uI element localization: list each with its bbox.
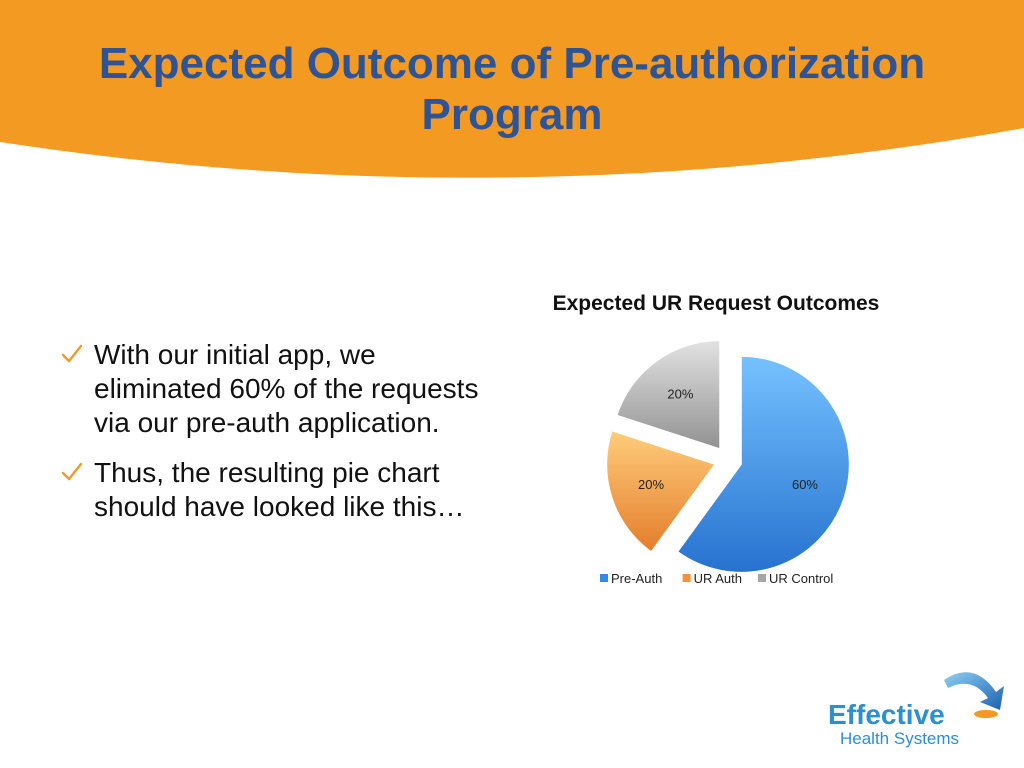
- header-banner: [0, 0, 1024, 178]
- legend-swatch: [600, 574, 608, 582]
- title-line-1: Expected Outcome of Pre-authorization: [98, 39, 926, 88]
- pie-slice-ur-control: [616, 340, 721, 450]
- bullet-item: Thus, the resulting pie chart should hav…: [60, 456, 500, 524]
- company-logo: Effective Health Systems: [828, 672, 1004, 748]
- pie-slices: [606, 340, 850, 573]
- pie-slice-pre-auth: [677, 355, 850, 573]
- pie-data-labels: 60% 20% 20%: [638, 387, 818, 493]
- slide-title: Expected Outcome of Pre-authorization Pr…: [0, 38, 1024, 140]
- chart-title: Expected UR Request Outcomes: [553, 292, 880, 315]
- banner-shape: [0, 0, 1024, 178]
- chart-legend: Pre-Auth UR Auth UR Control: [600, 571, 833, 586]
- checkmark-icon: [61, 462, 83, 481]
- logo-line-1: Effective: [828, 699, 945, 730]
- logo-dot: [974, 710, 998, 718]
- legend-swatch: [682, 574, 691, 582]
- bullet-list: With our initial app, we eliminated 60% …: [60, 338, 500, 540]
- checkmark-icon: [61, 344, 83, 363]
- pie-slice-ur-auth: [606, 430, 716, 553]
- pie-chart: Expected UR Request Outcomes 60% 20% 20% P…: [553, 292, 880, 586]
- legend-label: UR Auth: [694, 571, 742, 586]
- legend-swatch: [758, 574, 766, 582]
- pie-data-label: 20%: [667, 387, 693, 402]
- legend-label: UR Control: [769, 571, 833, 586]
- bullet-text: With our initial app, we eliminated 60% …: [94, 339, 479, 438]
- pie-data-label: 60%: [792, 477, 818, 492]
- title-line-2: Program: [421, 90, 603, 139]
- pie-data-label: 20%: [638, 477, 664, 492]
- bullet-text: Thus, the resulting pie chart should hav…: [94, 457, 465, 522]
- logo-line-2: Health Systems: [840, 729, 959, 748]
- legend-label: Pre-Auth: [611, 571, 662, 586]
- bullet-item: With our initial app, we eliminated 60% …: [60, 338, 500, 440]
- logo-swoosh: [944, 672, 1004, 710]
